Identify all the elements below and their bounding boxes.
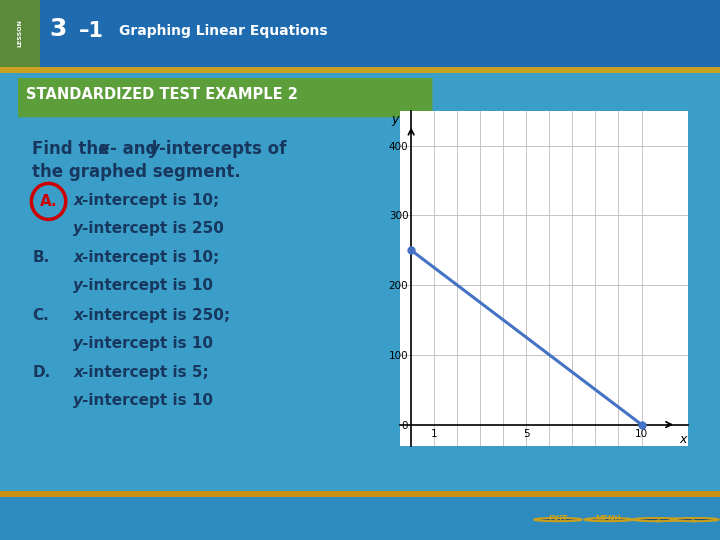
Text: -intercept is 10: -intercept is 10 [82, 335, 213, 350]
Text: y: y [73, 335, 84, 350]
Text: -intercept is 250;: -intercept is 250; [82, 307, 230, 322]
Text: -intercept is 10;: -intercept is 10; [82, 251, 219, 266]
Circle shape [671, 518, 719, 521]
FancyBboxPatch shape [14, 71, 433, 117]
Text: y: y [391, 112, 399, 126]
Text: x: x [99, 140, 110, 158]
Circle shape [534, 518, 582, 521]
Circle shape [633, 518, 680, 521]
Text: y: y [73, 393, 84, 408]
Text: C.: C. [32, 307, 49, 322]
FancyBboxPatch shape [0, 491, 720, 540]
Text: D.: D. [32, 364, 50, 380]
Text: -intercepts of: -intercepts of [159, 140, 287, 158]
Text: –1: –1 [79, 21, 104, 40]
Text: the graphed segment.: the graphed segment. [32, 164, 241, 181]
Text: y: y [73, 279, 84, 294]
FancyBboxPatch shape [0, 491, 720, 497]
Text: x: x [73, 193, 84, 208]
Text: B.: B. [32, 251, 50, 266]
Text: y: y [73, 221, 84, 237]
Circle shape [585, 518, 632, 521]
Text: ►: ► [692, 515, 698, 524]
Text: -intercept is 5;: -intercept is 5; [82, 364, 209, 380]
Text: -intercept is 10: -intercept is 10 [82, 279, 213, 294]
Text: - and: - and [109, 140, 163, 158]
FancyBboxPatch shape [0, 0, 40, 67]
Text: x: x [73, 364, 84, 380]
Text: x: x [679, 434, 687, 447]
Text: -intercept is 10;: -intercept is 10; [82, 193, 219, 208]
Text: MENU: MENU [595, 515, 621, 524]
Text: 3: 3 [49, 17, 66, 41]
FancyBboxPatch shape [0, 0, 720, 73]
Text: -intercept is 250: -intercept is 250 [82, 221, 224, 237]
Text: x: x [73, 307, 84, 322]
Text: x: x [73, 251, 84, 266]
Text: EXIT: EXIT [549, 515, 567, 524]
Text: LESSON: LESSON [17, 19, 22, 48]
FancyBboxPatch shape [0, 67, 720, 73]
Text: A.: A. [40, 194, 58, 209]
Text: y: y [149, 140, 160, 158]
Text: Graphing Linear Equations: Graphing Linear Equations [119, 24, 328, 38]
Text: STANDARDIZED TEST EXAMPLE 2: STANDARDIZED TEST EXAMPLE 2 [26, 87, 297, 102]
Text: Find the: Find the [32, 140, 116, 158]
Text: -intercept is 10: -intercept is 10 [82, 393, 213, 408]
Text: ◄: ◄ [654, 515, 660, 524]
